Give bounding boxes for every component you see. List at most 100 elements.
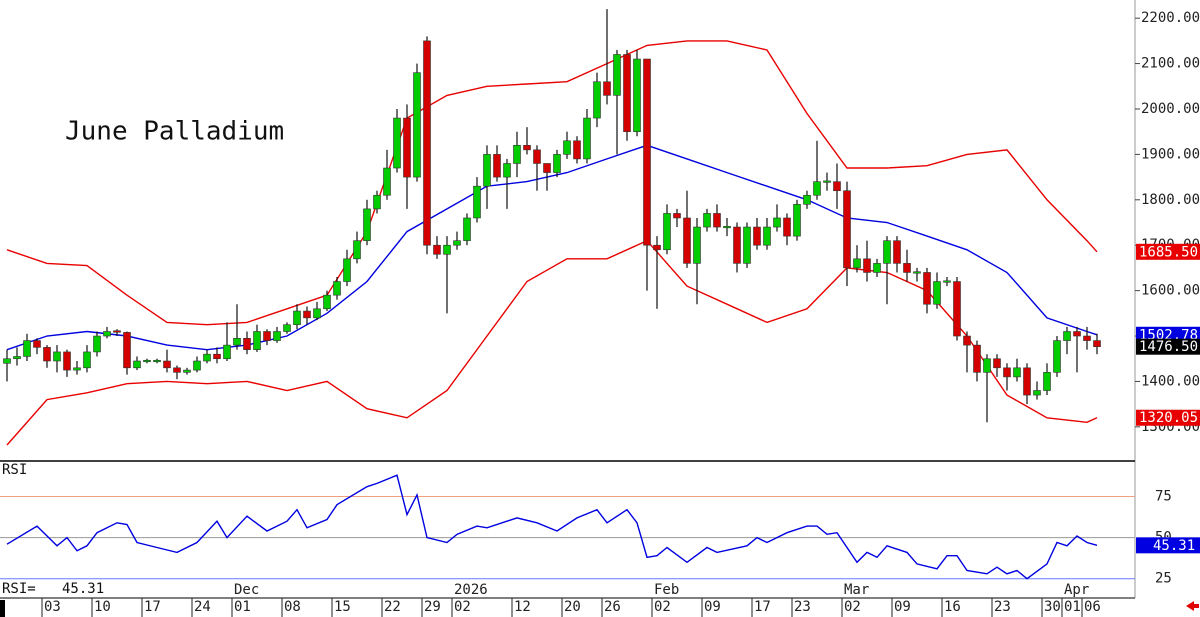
candle-body	[1063, 331, 1071, 341]
candle-body	[733, 226, 741, 264]
candle-body	[753, 226, 761, 246]
candle-body	[443, 244, 451, 255]
x-tick-label: 15	[334, 599, 351, 615]
x-tick-label: 22	[384, 599, 401, 615]
x-tick-label: 24	[194, 599, 211, 615]
x-tick-label: 17	[144, 599, 161, 615]
candle-body	[113, 330, 121, 333]
x-tick-label: 01	[1064, 599, 1081, 615]
month-label: Mar	[844, 582, 869, 598]
rsi-readout-value: 45.31	[62, 581, 104, 597]
candle-body	[133, 360, 141, 369]
candle-body	[893, 240, 901, 264]
close-value-tag	[1136, 338, 1200, 355]
candle-body	[463, 217, 471, 241]
rsi-title: RSI	[2, 462, 27, 478]
y-tick-label: 1900.00	[1141, 146, 1200, 162]
candle-body	[503, 163, 511, 178]
candle-body	[323, 294, 331, 310]
candle-body	[23, 340, 31, 357]
month-label: Apr	[1064, 582, 1089, 598]
rsi-tick-label: 25	[1155, 571, 1172, 587]
candle-body	[573, 140, 581, 160]
candle-body	[263, 331, 271, 341]
candle-body	[703, 213, 711, 228]
candle-body	[633, 58, 641, 132]
candle-body	[593, 81, 601, 119]
x-tick-label: 29	[424, 599, 441, 615]
candle-body	[543, 163, 551, 173]
candle-body	[563, 140, 571, 155]
x-tick-label: 01	[234, 599, 251, 615]
candle-body	[193, 360, 201, 371]
rsi-readout-label: RSI=	[2, 581, 36, 597]
candle-body	[943, 280, 951, 283]
chart-title: June Palladium	[65, 117, 284, 147]
candle-body	[173, 367, 181, 373]
candle-body	[743, 226, 751, 264]
candle-body	[1033, 390, 1041, 396]
candle-body	[603, 81, 611, 96]
rsi-line	[6, 474, 1098, 580]
y-tick-label: 1800.00	[1141, 192, 1200, 208]
candle-body	[553, 154, 561, 173]
candle-body	[873, 263, 881, 273]
candle-body	[683, 217, 691, 264]
candle-body	[53, 351, 61, 362]
candle-body	[1043, 372, 1051, 391]
candle-body	[923, 272, 931, 305]
candle-body	[1013, 367, 1021, 378]
x-tick-label: 20	[564, 599, 581, 615]
candle-body	[333, 281, 341, 296]
candle-body	[473, 185, 481, 219]
candle-body	[43, 347, 51, 362]
candle-body	[363, 208, 371, 241]
candle-body	[643, 58, 651, 246]
candle-body	[963, 335, 971, 346]
close-value-label: 1476.50	[1139, 339, 1198, 355]
scroll-marker	[0, 600, 5, 617]
bollinger-band	[6, 144, 1098, 351]
x-tick-label: 06	[1084, 599, 1101, 615]
candle-body	[953, 281, 961, 337]
x-tick-label: 09	[894, 599, 911, 615]
candle-body	[453, 240, 461, 246]
y-tick-label: 1600.00	[1141, 283, 1200, 299]
candle-body	[83, 351, 91, 369]
candle-body	[353, 240, 361, 260]
candle-body	[303, 310, 311, 319]
candle-body	[183, 369, 191, 373]
candle-body	[773, 217, 781, 228]
candle-body	[763, 226, 771, 246]
candle-body	[903, 263, 911, 273]
y-tick-label: 2200.00	[1141, 10, 1200, 26]
rsi-tick-label: 75	[1155, 489, 1172, 505]
candle-body	[483, 154, 491, 187]
candle-body	[1023, 367, 1031, 396]
candle-body	[863, 258, 871, 273]
candle-body	[373, 194, 381, 210]
candle-body	[1093, 340, 1101, 348]
candle-body	[803, 194, 811, 205]
candle-body	[433, 244, 441, 255]
candle-body	[423, 40, 431, 246]
band-value-tag	[1136, 409, 1200, 426]
month-label: 2026	[454, 582, 488, 598]
price-panel	[3, 9, 1101, 446]
candle-body	[103, 331, 111, 337]
x-tick-label: 12	[514, 599, 531, 615]
candle-body	[203, 353, 211, 362]
y-tick-label: 1400.00	[1141, 373, 1200, 389]
month-label: Feb	[654, 582, 679, 598]
candle-body	[393, 117, 401, 169]
candle-body	[73, 367, 81, 371]
candle-body	[973, 344, 981, 373]
rsi-value-tag	[1136, 537, 1200, 554]
candle-body	[513, 145, 521, 164]
x-tick-label: 02	[654, 599, 671, 615]
x-tick-label: 26	[604, 599, 621, 615]
candle-body	[883, 240, 891, 264]
candle-body	[13, 356, 21, 360]
bollinger-band	[6, 239, 1098, 446]
candle-body	[1003, 367, 1011, 378]
